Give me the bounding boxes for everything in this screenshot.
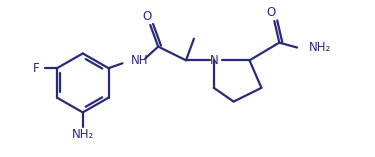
Text: N: N [209, 54, 218, 67]
Text: O: O [142, 10, 152, 23]
Text: NH₂: NH₂ [309, 41, 332, 54]
Text: NH₂: NH₂ [72, 128, 94, 141]
Text: O: O [267, 6, 276, 19]
Text: F: F [33, 62, 39, 75]
Text: NH: NH [130, 54, 148, 67]
